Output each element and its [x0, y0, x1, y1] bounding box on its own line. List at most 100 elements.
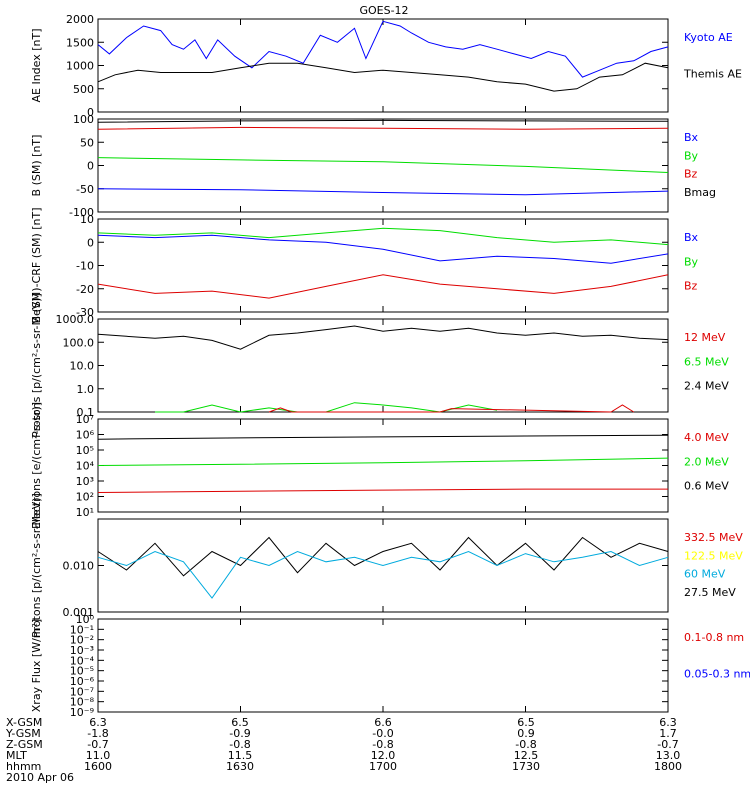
panel-bfield: -100 -50 0 50 100 B (SM) [nT] Bx By Bz Bmag [30, 113, 716, 219]
panel-frame [97, 218, 669, 313]
y-tick-label: 0 [87, 236, 94, 249]
footer-value: -1.8 [87, 727, 108, 740]
footer-row-name: X-GSM [6, 716, 42, 729]
panel-frame [97, 418, 669, 513]
series-bz [97, 126, 669, 130]
footer-value: 13.0 [656, 749, 681, 762]
y-tick-label: 0.1 [77, 406, 95, 419]
y-axis-label: Xray Flux [W/m²] [30, 619, 43, 712]
footer-value: 1600 [84, 760, 112, 773]
legend-entry: 12 MeV [684, 331, 726, 344]
series-by [97, 227, 669, 246]
series-0-6-mev [97, 434, 669, 440]
footer-row-name: hhmm [6, 760, 41, 773]
panel-ae: 0 500 1000 1500 2000 AE Index [nT] Kyoto AE The… [30, 13, 742, 119]
legend-entry: 332.5 MeV [684, 531, 743, 544]
panel-frame [97, 318, 669, 413]
y-tick-label: 1.0 [77, 383, 95, 396]
series-bmag [97, 119, 669, 123]
y-axis-label: B (SM) [nT] [30, 135, 43, 197]
footer-value: -0.0 [372, 727, 393, 740]
legend-entry: Themis AE [683, 68, 742, 81]
legend-entry: 2.0 MeV [684, 455, 729, 468]
y-tick-label: 10⁰ [76, 613, 95, 626]
y-tick-label: 10⁶ [76, 429, 95, 442]
footer-value: 0.9 [517, 727, 535, 740]
y-tick-label: 2000 [66, 13, 94, 26]
y-tick-label: 0 [87, 160, 94, 173]
y-tick-label: 10⁻⁵ [70, 665, 94, 678]
footer-value: -0.8 [372, 738, 393, 751]
legend-entry: Bx [684, 231, 699, 244]
legend-entry: Bz [684, 168, 698, 181]
footer-value: 6.5 [231, 716, 249, 729]
y-tick-label: 10⁻² [70, 634, 94, 647]
y-tick-label: 10⁻⁶ [70, 675, 95, 688]
series-12-mev [268, 404, 635, 413]
legend-entry: 0.05-0.3 nm [684, 668, 750, 681]
footer-value: 1.7 [659, 727, 677, 740]
y-tick-label: 10³ [76, 475, 94, 488]
y-tick-label: 10⁻⁷ [70, 685, 94, 698]
footer-value: -0.7 [87, 738, 108, 751]
footer-row-name: MLT [6, 749, 27, 762]
panel-frame [97, 618, 669, 713]
footer-row-name: Z-GSM [6, 738, 43, 751]
y-tick-label: 500 [73, 83, 94, 96]
y-tick-label: 1500 [66, 36, 94, 49]
y-tick-label: 0.001 [63, 606, 95, 619]
footer-date: 2010 Apr 06 [6, 771, 74, 784]
y-tick-label: -10 [76, 260, 94, 273]
legend-entry: Bmag [684, 186, 716, 199]
y-axis-label: Protons [p/(cm²-s-sr-MeV)] [30, 293, 43, 438]
legend-entry: 122.5 MeV [684, 549, 743, 562]
legend-entry: 60 MeV [684, 568, 726, 581]
footer-value: -0.9 [229, 727, 250, 740]
series-4-0-mev [97, 488, 668, 493]
footer-value: 1800 [654, 760, 682, 773]
y-tick-label: 1000.0 [56, 313, 95, 326]
footer-value: 1630 [226, 760, 254, 773]
y-tick-label: -20 [76, 283, 94, 296]
panel-protons_hi: 0.1 1.0 10.0 100.0 1000.0 Protons [p/(cm²-s-s… [30, 293, 729, 438]
legend-entry: Bz [684, 280, 698, 293]
footer-value: 1730 [512, 760, 540, 773]
legend-entry: 0.6 MeV [684, 480, 729, 493]
footer-value: 11.5 [228, 749, 253, 762]
y-tick-label: 100 [73, 113, 94, 126]
y-tick-label: 10⁴ [76, 460, 95, 473]
y-axis-label: AE Index [nT] [30, 28, 43, 102]
y-tick-label: -50 [76, 183, 94, 196]
footer-value: 6.5 [517, 716, 535, 729]
series-2-4-mev [97, 325, 669, 350]
series-by [97, 157, 669, 173]
series-kyoto-ae [97, 20, 669, 78]
y-tick-label: -30 [76, 306, 94, 319]
panel-electrons: 10¹ 10² 10³ 10⁴ 10⁵ 10⁶ 10⁷ Electrons [e/(cm²-s… [30, 402, 729, 529]
y-tick-label: 50 [80, 136, 94, 149]
y-tick-label: 100.0 [63, 336, 95, 349]
ephemeris-footer: X-GSM 6.3 6.5 6.6 6.5 6.3 Y-GSM -1.8 -0.9 -0.0 0.9… [5, 716, 682, 784]
legend-entry: 27.5 MeV [684, 586, 736, 599]
y-tick-label: 0 [87, 106, 94, 119]
y-tick-label: 0.010 [63, 560, 95, 573]
y-tick-label: 10⁻³ [70, 644, 94, 657]
footer-value: -0.7 [657, 738, 678, 751]
y-axis-label: Protons [p/(cm²-s-sr-MeV)] [30, 493, 43, 638]
y-axis-label: B (SM)-CRF (SM) [nT] [30, 207, 43, 323]
legend-entry: By [684, 149, 699, 162]
chart-title: GOES-12 [359, 4, 408, 17]
y-tick-label: 1000 [66, 60, 94, 73]
y-tick-label: 10² [76, 491, 94, 504]
legend-entry: 4.0 MeV [684, 431, 729, 444]
legend-entry: Kyoto AE [684, 31, 733, 44]
footer-value: 11.0 [86, 749, 111, 762]
legend-entry: 2.4 MeV [684, 380, 729, 393]
y-tick-label: 10⁻¹ [70, 623, 94, 636]
panel-frame [97, 18, 669, 113]
y-tick-label: 10⁻⁸ [70, 696, 95, 709]
footer-value: -0.8 [229, 738, 250, 751]
